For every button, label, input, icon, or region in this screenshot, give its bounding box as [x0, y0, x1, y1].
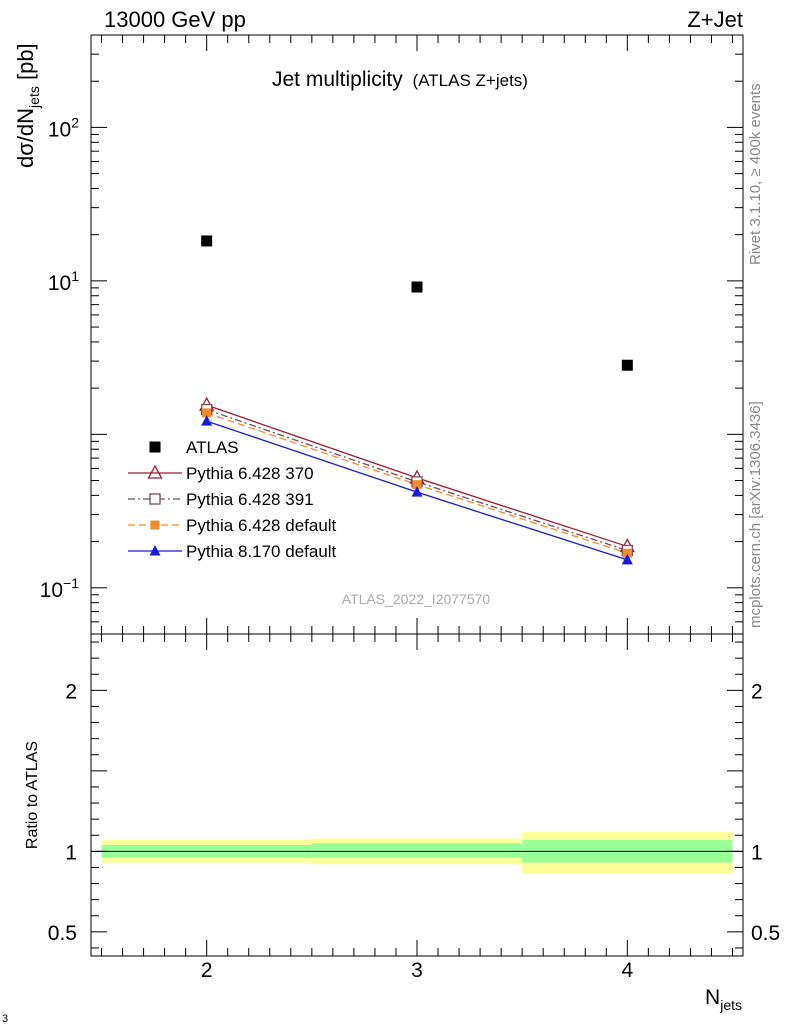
legend-marker: [147, 464, 163, 479]
tick-label-base: 10: [40, 579, 63, 602]
series-point-0: [411, 281, 423, 293]
ratio-uncertainty-bands: [101, 832, 733, 874]
x-tick-label: 4: [621, 959, 633, 982]
x-tick-label: 2: [201, 959, 213, 982]
legend-marker: [149, 441, 161, 453]
main-axis-ticks: [91, 34, 743, 635]
main-y-tick-label: 101: [48, 268, 79, 295]
tick-label-base: 10: [48, 118, 71, 141]
source-label: mcplots.cern.ch [arXiv:1306.3436]: [747, 401, 764, 628]
tick-label-base: 10: [48, 272, 71, 295]
x-axis-label: Njets: [705, 986, 742, 1013]
ratio-y-tick-label-right: 0.5: [751, 922, 780, 945]
main-y-tick-label: 10−1: [40, 575, 80, 602]
corner-label: 3: [2, 1013, 8, 1024]
x-tick-label: 3: [411, 959, 423, 982]
ratio-y-tick-label-left: 0.5: [48, 922, 77, 945]
ratio-y-axis-label: Ratio to ATLAS: [24, 741, 41, 849]
x-tick-labels: 2 3 4: [201, 959, 634, 982]
series-point-4: [411, 486, 423, 497]
series-point-4: [621, 553, 633, 565]
ratio-plot-frame: [90, 633, 744, 957]
legend-marker: [149, 493, 161, 505]
series-point-4: [201, 415, 213, 426]
legend: ATLAS Pythia 6.428 370 Pythia 6.428 391 Pyt…: [128, 438, 337, 561]
legend-label: ATLAS: [186, 438, 239, 457]
tick-label-exponent: 2: [71, 114, 79, 130]
y-axis-label-sub: jets: [26, 86, 42, 109]
y-axis-label-main: dσ/dNjets [pb]: [13, 43, 42, 168]
legend-marker: [150, 520, 160, 530]
legend-label: Pythia 6.428 391: [186, 490, 314, 509]
data-markers: [199, 235, 635, 565]
series-point-3: [622, 548, 632, 558]
legend-label: Pythia 8.170 default: [186, 542, 337, 561]
rivet-version-label: Rivet 3.1.10, ≥ 400k events: [747, 83, 764, 265]
plot-subtitle: (ATLAS Z+jets): [413, 71, 528, 90]
process-label: Z+Jet: [687, 7, 743, 32]
ratio-y-tick-label-right: 1: [751, 841, 763, 864]
plot-title-main: Jet multiplicity: [272, 68, 403, 91]
legend-label: Pythia 6.428 370: [186, 464, 314, 483]
energy-label: 13000 GeV pp: [104, 7, 246, 32]
y-axis-label-dsigma: dσ/dN: [13, 108, 38, 168]
series-point-3: [412, 480, 422, 490]
ratio-y-tick-label-left: 1: [65, 841, 77, 864]
series-point-0: [201, 235, 213, 247]
y-axis-label-unit: [pb]: [13, 43, 38, 86]
legend-label: Pythia 6.428 default: [186, 516, 337, 535]
series-point-3: [202, 408, 212, 418]
ratio-y-tick-label-right: 2: [751, 680, 763, 703]
ratio-stat-band: [311, 843, 523, 858]
ratio-plot: 0.5 0.5 1 1 2 2 2 3 4 Ratio to ATLAS Njets: [24, 633, 780, 1013]
ratio-y-tick-label-left: 2: [65, 680, 77, 703]
series-point-0: [621, 359, 633, 371]
ratio-y-tick-labels: 0.5 0.5 1 1 2 2: [48, 680, 780, 945]
ratio-axis-ticks: [91, 634, 743, 956]
x-axis-label-main: N: [705, 986, 720, 1009]
legend-marker: [149, 545, 161, 556]
x-axis-label-sub: jets: [719, 997, 742, 1013]
main-y-tick-label: 102: [48, 114, 79, 141]
plot-title: Jet multiplicity (ATLAS Z+jets): [272, 68, 528, 91]
tick-label-exponent: −1: [63, 575, 79, 591]
tick-label-exponent: 1: [71, 268, 79, 284]
analysis-label: ATLAS_2022_I2077570: [342, 591, 491, 607]
